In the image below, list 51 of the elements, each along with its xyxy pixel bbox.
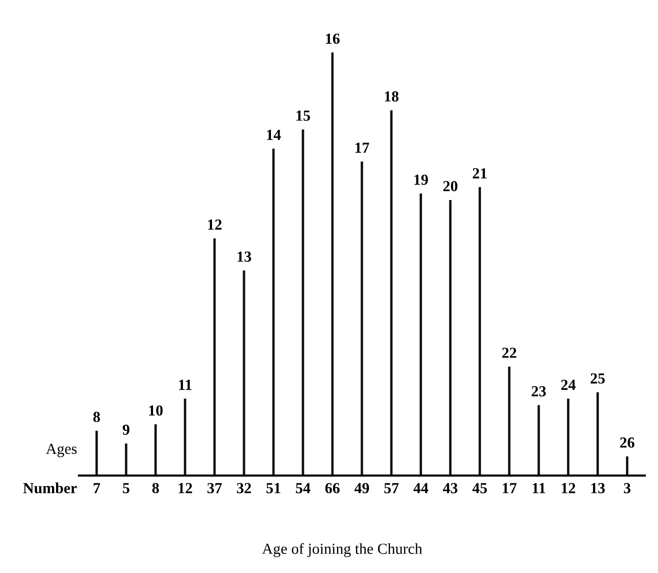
x-tick-label: 16 (326, 34, 340, 44)
bar (390, 110, 393, 476)
data-label: 7 (94, 483, 100, 494)
data-label: 12 (178, 483, 192, 494)
data-label: 49 (354, 483, 369, 494)
x-tick-label: 26 (620, 437, 634, 448)
x-tick-label: 18 (384, 91, 399, 102)
data-label: 44 (413, 483, 428, 494)
text: Number (23, 482, 77, 494)
x-tick-label: 20 (443, 180, 458, 192)
bar (449, 200, 452, 476)
data-label: 32 (236, 483, 251, 494)
data-label: 54 (296, 483, 310, 494)
x-tick-label: 11 (179, 380, 192, 390)
x-tick-label: 22 (502, 348, 516, 358)
text: Age of joining the Church (262, 543, 422, 558)
bar (331, 52, 334, 476)
bar (124, 444, 128, 476)
bar (95, 430, 98, 476)
x-tick-label: 14 (267, 130, 281, 140)
bar (538, 405, 540, 476)
data-label: 17 (502, 483, 517, 494)
data-label: 66 (325, 483, 340, 494)
x-tick-label: 15 (296, 110, 310, 121)
bar (596, 392, 599, 476)
data-label: 3 (624, 483, 630, 494)
data-label: 8 (152, 482, 159, 494)
data-label: 12 (562, 483, 576, 494)
x-tick-label: 10 (149, 405, 163, 416)
x-tick-label: 24 (561, 380, 576, 390)
bar (360, 162, 364, 476)
data-label: 37 (207, 483, 222, 494)
bar (478, 187, 481, 476)
text: Ages (46, 444, 77, 458)
x-tick-label: 23 (532, 386, 546, 396)
x-tick-label: 21 (472, 168, 487, 178)
data-label: 43 (442, 483, 458, 494)
bar (508, 366, 510, 476)
x-tick-label: 25 (590, 373, 605, 384)
x-tick-label: 19 (414, 174, 428, 185)
data-label: 11 (532, 483, 546, 494)
bar (420, 194, 422, 476)
data-label: 5 (122, 483, 130, 494)
bar (626, 456, 628, 476)
data-label: 51 (266, 483, 280, 494)
data-label: 57 (384, 483, 399, 494)
data-label: 13 (591, 483, 605, 494)
bar (567, 398, 570, 476)
x-tick-label: 9 (122, 424, 130, 435)
bar (154, 424, 157, 476)
data-label: 45 (472, 483, 487, 494)
